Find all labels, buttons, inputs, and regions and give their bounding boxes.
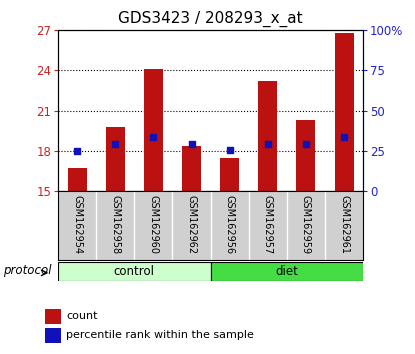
Text: percentile rank within the sample: percentile rank within the sample (66, 330, 254, 341)
Text: protocol: protocol (3, 264, 51, 277)
Point (341, 134, 347, 139)
Bar (211, 262, 363, 281)
Text: GSM162954: GSM162954 (72, 195, 82, 254)
Bar (58, 262, 211, 281)
Text: diet: diet (276, 265, 298, 278)
Text: GSM162958: GSM162958 (110, 195, 120, 254)
Bar (334, 33, 354, 191)
Text: GSM162959: GSM162959 (301, 195, 311, 254)
Text: count: count (66, 311, 98, 321)
Bar (68, 169, 87, 191)
Point (74, 148, 81, 154)
Title: GDS3423 / 208293_x_at: GDS3423 / 208293_x_at (118, 11, 303, 27)
Bar (182, 145, 201, 191)
Point (112, 141, 119, 146)
Text: GSM162960: GSM162960 (149, 195, 159, 253)
Point (188, 141, 195, 146)
Bar (45, 328, 61, 343)
Bar (106, 127, 125, 191)
Bar (45, 309, 61, 324)
Point (264, 141, 271, 146)
Text: GSM162961: GSM162961 (339, 195, 349, 253)
Point (303, 141, 309, 146)
Text: GSM162957: GSM162957 (263, 195, 273, 254)
Text: control: control (114, 265, 155, 278)
Text: GSM162956: GSM162956 (225, 195, 234, 254)
Point (150, 134, 157, 139)
Bar (296, 120, 315, 191)
Bar (220, 158, 239, 191)
Text: GSM162962: GSM162962 (187, 195, 197, 254)
Bar (144, 69, 163, 191)
Point (226, 147, 233, 153)
Bar (258, 81, 277, 191)
